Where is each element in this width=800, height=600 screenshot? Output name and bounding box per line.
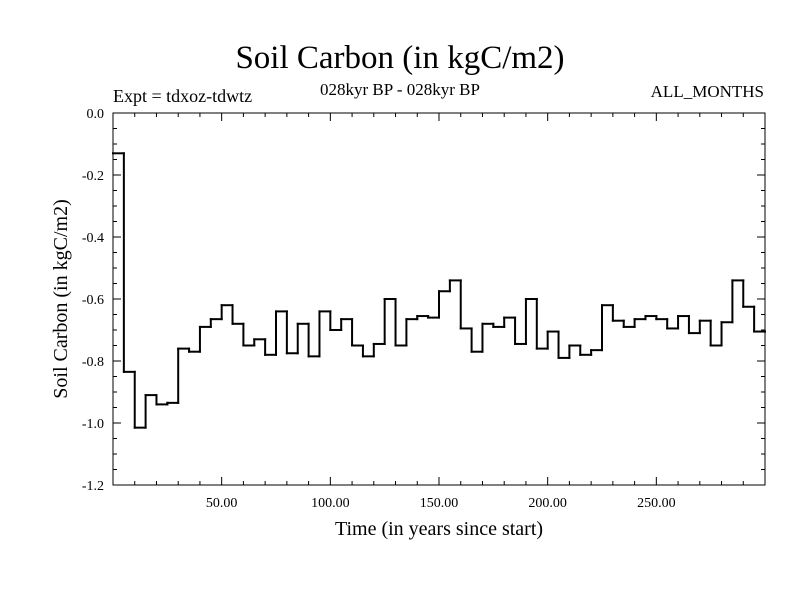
y-tick-label: -0.8 <box>82 355 104 370</box>
x-tick-label: 200.00 <box>528 496 567 511</box>
y-tick-label: -1.0 <box>82 417 104 432</box>
months-label: ALL_MONTHS <box>650 82 764 101</box>
y-axis-label: Soil Carbon (in kgC/m2) <box>50 199 72 398</box>
y-tick-label: -0.2 <box>82 169 104 184</box>
experiment-label: Expt = tdxoz-tdwtz <box>113 86 253 106</box>
x-tick-label: 50.00 <box>206 496 238 511</box>
x-tick-label: 100.00 <box>311 496 350 511</box>
plot-frame <box>112 112 766 486</box>
series-steps <box>112 152 766 429</box>
y-tick-label: -0.6 <box>82 293 104 308</box>
chart-title: Soil Carbon (in kgC/m2) <box>235 40 565 76</box>
period-label: 028kyr BP - 028kyr BP <box>320 80 480 99</box>
x-tick-label: 250.00 <box>637 496 676 511</box>
y-tick-label: -0.4 <box>82 231 104 246</box>
y-tick-label: 0.0 <box>87 107 105 122</box>
y-tick-label: -1.2 <box>82 479 104 494</box>
tick-marks <box>113 113 765 485</box>
x-tick-label: 150.00 <box>420 496 459 511</box>
tick-labels: 50.00 100.00 150.00 200.00 250.00 0.0 -0.2 -0.4… <box>82 107 676 511</box>
x-axis-label: Time (in years since start) <box>335 518 543 540</box>
series-layer <box>112 152 766 429</box>
